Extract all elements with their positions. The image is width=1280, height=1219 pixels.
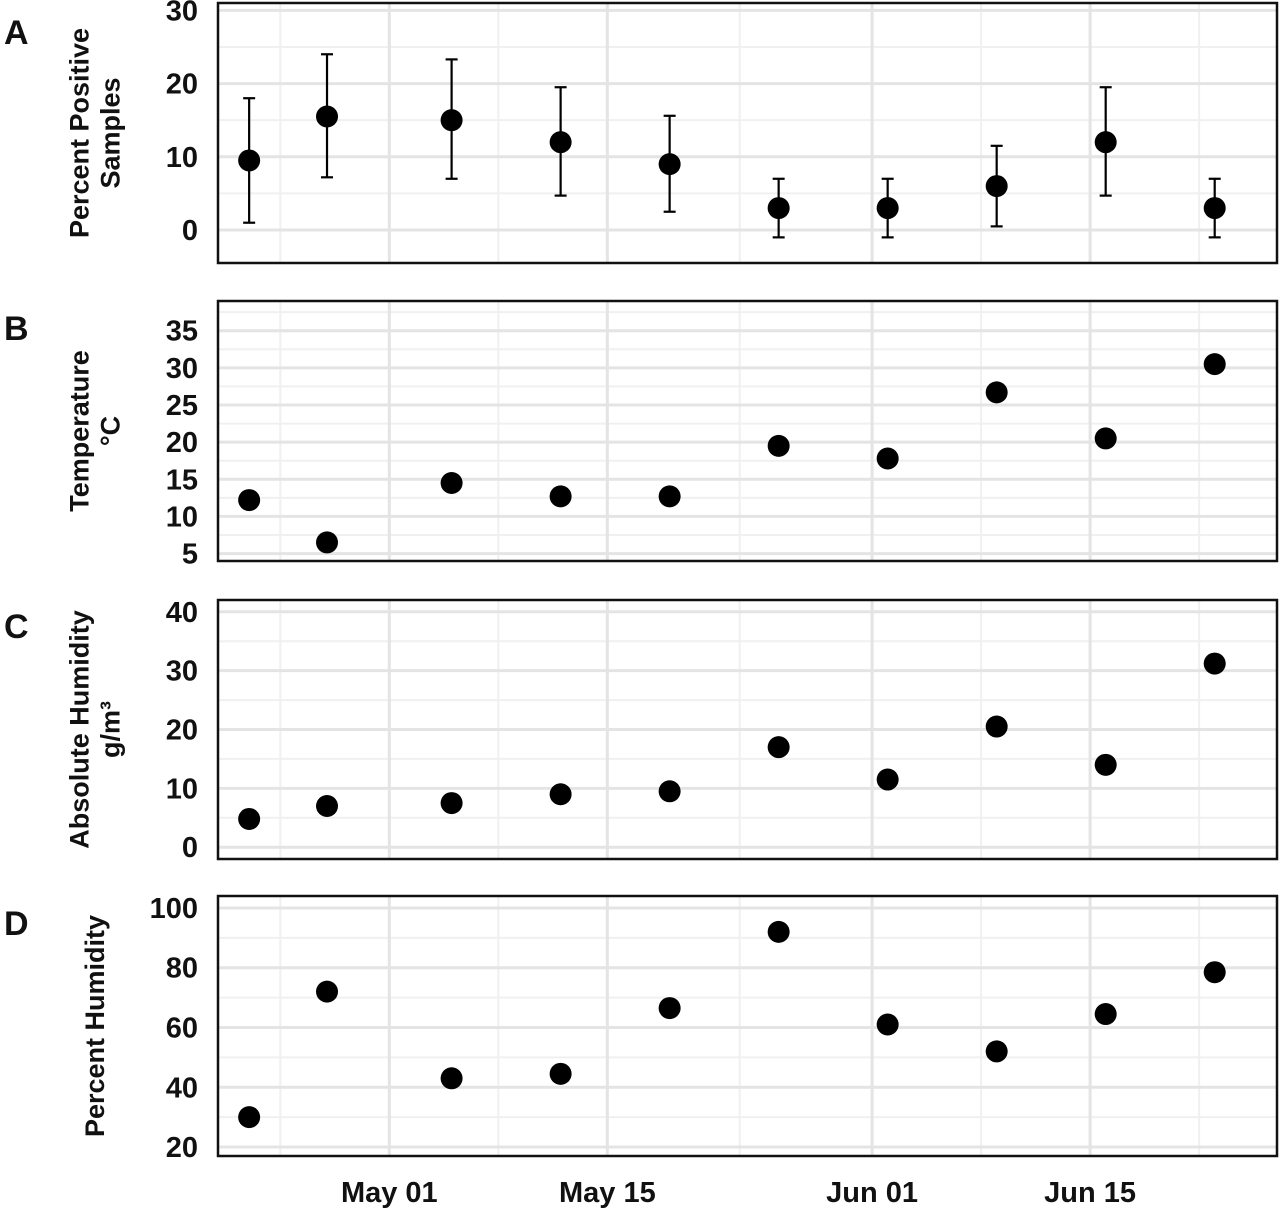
data-point	[440, 472, 463, 494]
data-point	[1203, 652, 1226, 675]
panel-c: 0 10 20 30 40 C Absolute Humidity g/m³	[4, 597, 1279, 864]
y-axis-title: Absolute Humidity	[65, 610, 95, 849]
data-point	[1203, 353, 1226, 376]
y-tick-label: 5	[182, 539, 198, 571]
data-point	[549, 783, 572, 806]
data-point	[1203, 961, 1226, 984]
panel-letter: D	[4, 905, 29, 943]
data-point	[876, 197, 899, 220]
data-point	[658, 485, 681, 508]
data-point	[876, 1013, 899, 1036]
data-point	[658, 780, 681, 803]
y-tick-label: 80	[166, 953, 198, 985]
panel-letter: C	[4, 608, 29, 646]
data-point	[238, 1106, 261, 1129]
data-point	[1203, 197, 1226, 220]
y-axis-title: Percent Humidity	[80, 915, 110, 1137]
data-point	[316, 105, 339, 128]
y-tick-label: 0	[182, 832, 198, 864]
data-point	[549, 1062, 572, 1085]
y-tick-label: 100	[150, 893, 198, 925]
data-point	[985, 175, 1008, 198]
data-point	[316, 531, 339, 554]
y-tick-label: 25	[166, 390, 198, 422]
data-point	[876, 447, 899, 470]
y-tick-label: 30	[166, 353, 198, 385]
data-point	[440, 109, 463, 132]
data-point	[658, 153, 681, 176]
y-tick-label: 20	[166, 1132, 198, 1164]
y-tick-label: 20	[166, 69, 198, 101]
y-axis-title: °C	[96, 416, 126, 446]
y-axis-title: Temperature	[65, 350, 95, 512]
x-tick-label: May 01	[341, 1177, 438, 1209]
y-tick-label: 40	[166, 1072, 198, 1104]
x-tick-label: Jun 15	[1044, 1177, 1136, 1209]
y-tick-label: 20	[166, 427, 198, 459]
panel-letter: B	[4, 310, 29, 348]
y-tick-label: 60	[166, 1012, 198, 1044]
data-point	[238, 489, 261, 512]
data-point	[238, 149, 261, 172]
data-point	[238, 807, 261, 830]
y-tick-label: 10	[166, 773, 198, 805]
x-tick-label: Jun 01	[826, 1177, 918, 1209]
data-point	[985, 381, 1008, 404]
data-point	[440, 1067, 463, 1090]
data-point	[1094, 753, 1117, 776]
data-point	[767, 197, 790, 220]
y-tick-label: 30	[166, 656, 198, 688]
panel-d: 20 40 60 80 100 D Percent Humidity	[4, 893, 1279, 1164]
plot-frame	[216, 299, 1279, 563]
panel-b: 5 10 15 20 25 30 35 B Temperature °C	[4, 299, 1279, 571]
y-tick-label: 10	[166, 501, 198, 533]
y-axis-title: Percent Positive	[65, 28, 95, 238]
data-point	[1094, 131, 1117, 154]
data-point	[876, 768, 899, 791]
data-point	[767, 434, 790, 457]
data-point	[316, 795, 339, 818]
y-tick-label: 40	[166, 597, 198, 629]
data-point	[985, 715, 1008, 738]
y-axis-title: Samples	[96, 77, 126, 188]
data-point	[1094, 427, 1117, 450]
x-tick-label: May 15	[559, 1177, 656, 1209]
panel-a: 0 10 20 30 A Percent Positive Samples	[4, 0, 1279, 265]
plot-frame	[216, 894, 1279, 1158]
data-point	[549, 131, 572, 154]
data-point	[549, 485, 572, 508]
data-point	[440, 792, 463, 815]
y-tick-label: 30	[166, 0, 198, 27]
y-tick-label: 35	[166, 316, 198, 348]
data-point	[1094, 1003, 1117, 1026]
y-tick-label: 15	[166, 464, 198, 496]
data-point	[658, 997, 681, 1020]
data-point	[316, 980, 339, 1003]
data-point	[985, 1040, 1008, 1063]
data-point	[767, 736, 790, 759]
data-point	[767, 920, 790, 943]
plot-frame	[216, 1, 1279, 265]
y-tick-label: 0	[182, 215, 198, 247]
plot-frame	[216, 598, 1279, 861]
y-tick-label: 20	[166, 715, 198, 747]
panel-letter: A	[4, 14, 29, 52]
y-axis-title: g/m³	[96, 701, 126, 758]
y-tick-label: 10	[166, 142, 198, 174]
